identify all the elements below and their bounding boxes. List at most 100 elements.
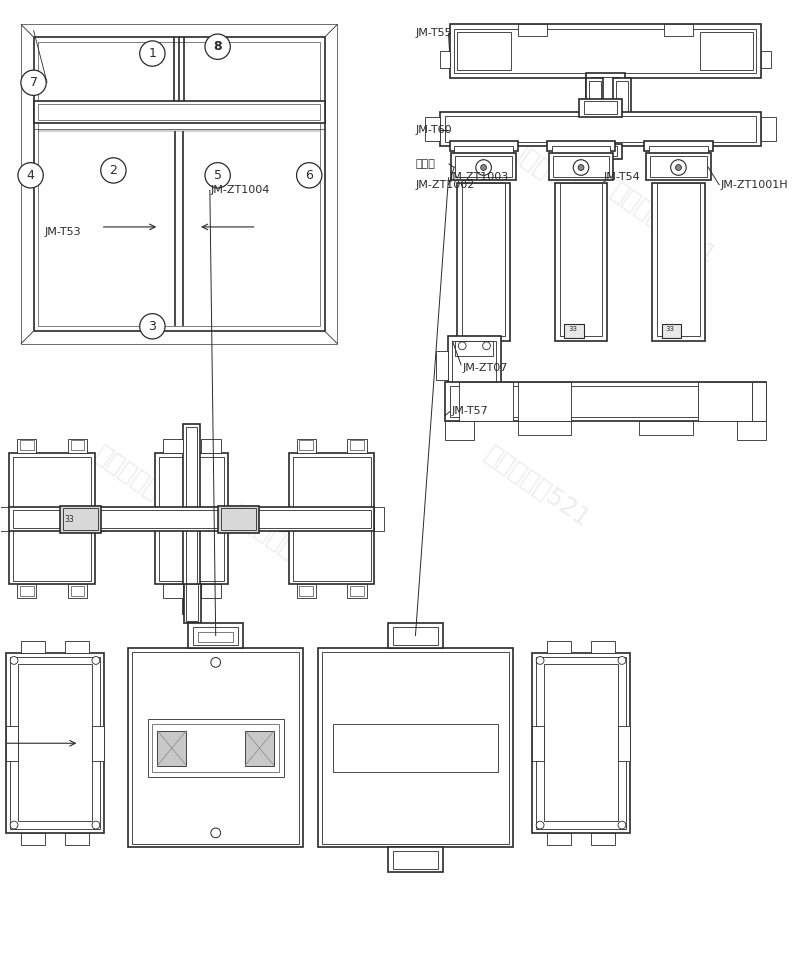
Text: JM-ZT07: JM-ZT07 [462,363,507,373]
Bar [549,152,613,180]
Bar [198,457,225,580]
Bar [590,641,615,653]
Bar [318,648,513,847]
Text: JM-T54: JM-T54 [603,172,640,183]
Bar [532,653,630,832]
Bar [350,586,364,596]
Bar [128,648,303,847]
Bar [737,421,766,441]
Text: 33: 33 [666,326,674,332]
Circle shape [297,162,322,188]
Circle shape [21,70,46,96]
Bar [21,832,46,844]
Bar [186,584,198,620]
Bar [299,586,313,596]
Bar [450,142,518,151]
Bar [553,155,610,177]
Bar [13,457,91,580]
Bar [38,42,320,326]
Bar [536,657,626,828]
Bar [18,664,92,822]
Bar [532,726,544,761]
Bar [445,421,474,441]
Bar [34,37,325,331]
Bar [455,155,512,177]
Bar [450,24,762,78]
Bar [650,155,706,177]
Text: 2: 2 [110,164,118,177]
Circle shape [211,658,221,667]
Bar [616,81,628,114]
Bar [458,32,511,70]
Bar [92,726,104,761]
Text: JM-T60: JM-T60 [415,124,452,135]
Bar [646,152,710,180]
Bar [9,507,374,531]
Bar [186,427,197,611]
Bar [644,142,713,151]
Circle shape [618,822,626,828]
Bar [245,731,274,766]
Bar [6,726,18,761]
Circle shape [618,657,626,664]
Bar [559,183,602,336]
Bar [6,653,104,832]
Circle shape [211,828,221,837]
Bar [700,32,754,70]
Bar [459,382,513,421]
Circle shape [670,159,686,175]
Bar [657,183,700,336]
Bar [762,51,771,68]
Bar [13,510,370,528]
Circle shape [10,822,18,828]
Circle shape [458,342,466,350]
Bar [445,382,766,421]
Bar [440,51,450,68]
Bar [194,627,238,645]
Bar [60,505,101,532]
Bar [159,457,186,580]
Bar [662,324,682,338]
Bar [454,29,756,73]
Text: JM-T53: JM-T53 [44,227,81,236]
Bar [338,731,382,766]
Bar [158,731,186,766]
Bar [447,336,501,390]
Bar [664,24,693,36]
Bar [163,584,182,598]
Circle shape [140,314,165,339]
Text: 33: 33 [568,326,578,332]
Circle shape [578,164,584,170]
Bar [293,457,370,580]
Bar [198,632,234,642]
Bar [333,724,498,773]
Bar [68,584,87,598]
Bar [163,440,182,453]
Bar [10,657,100,828]
Text: JM-ZT1003: JM-ZT1003 [450,172,509,183]
Circle shape [205,34,230,60]
Circle shape [92,657,100,664]
Circle shape [481,164,486,170]
Bar [751,382,766,421]
Bar [299,441,313,450]
Bar [547,142,615,151]
Bar [20,586,34,596]
Bar [183,42,320,99]
Bar [147,719,284,778]
Bar [554,183,607,341]
Text: JM-ZT1001H: JM-ZT1001H [720,180,788,191]
Bar [42,42,174,99]
Bar [279,507,289,531]
Bar [70,441,84,450]
Bar [68,440,87,453]
Bar [454,147,513,155]
Bar [455,341,494,356]
Bar [297,440,316,453]
Bar [9,453,95,584]
Text: 6: 6 [306,169,313,182]
Bar [20,441,34,450]
Bar [618,726,630,761]
Bar [586,78,603,117]
Text: 5: 5 [214,169,222,182]
